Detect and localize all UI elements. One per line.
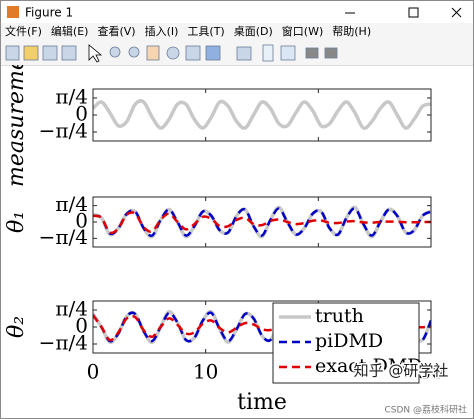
menu-item[interactable]: 工具(T): [187, 25, 225, 38]
legend-label: exact DMD: [315, 355, 423, 377]
series-line: [93, 211, 431, 235]
tool-hide[interactable]: [305, 47, 319, 59]
menu-item[interactable]: 插入(I): [144, 25, 179, 38]
tool-colorbar[interactable]: [262, 44, 274, 62]
menu-item[interactable]: 编辑(E): [50, 25, 89, 38]
tool-link[interactable]: [236, 46, 252, 61]
tool-brush[interactable]: [205, 45, 221, 61]
plot-lines: [93, 99, 431, 130]
figure-canvas: −π/40π/4measuremen−π/40π/4θ₁−π/40π/40102…: [4, 65, 467, 416]
y-tick-label: −π/4: [39, 119, 88, 143]
tool-rotate[interactable]: [166, 46, 180, 60]
plot-lines: [93, 205, 431, 239]
tool-legend[interactable]: [280, 45, 296, 61]
y-tick-label: −π/4: [39, 225, 88, 249]
x-tick-label: 0: [87, 360, 100, 384]
y-tick-label: π/4: [55, 84, 88, 108]
tool-new[interactable]: [5, 45, 20, 61]
series-line: [93, 99, 431, 130]
legend-label: piDMD: [315, 330, 383, 352]
menu-item[interactable]: 文件(F): [5, 25, 42, 38]
y-tick-label: 0: [75, 314, 88, 338]
x-tick-label: 30: [418, 360, 443, 384]
menu-item[interactable]: 帮助(H): [332, 25, 372, 38]
tool-pan[interactable]: [146, 45, 160, 61]
app-icon: [7, 6, 19, 18]
menu-bar: 文件(F) 编辑(E) 查看(V) 插入(I) 工具(T) 桌面(D) 窗口(W) 帮助(H): [1, 23, 473, 41]
menu-item[interactable]: 窗口(W): [281, 25, 324, 38]
window-title: Figure 1: [25, 6, 73, 20]
tool-save[interactable]: [42, 45, 58, 61]
maximize-button[interactable]: [408, 7, 419, 18]
y-tick-label: π/4: [55, 296, 88, 320]
y-axis-label: θ₁: [4, 211, 29, 233]
tool-print[interactable]: [61, 45, 77, 61]
axes-box: [93, 89, 431, 141]
toolbar: [1, 41, 473, 66]
tool-zoom-out[interactable]: [128, 46, 140, 58]
y-tick-label: 0: [75, 102, 88, 126]
tool-select[interactable]: [88, 44, 103, 63]
y-tick-label: −π/4: [39, 331, 88, 355]
tool-datatip[interactable]: [185, 45, 201, 61]
watermark: 知乎 @研学社: [354, 362, 449, 380]
y-tick-label: π/4: [55, 192, 88, 216]
close-button[interactable]: [451, 7, 462, 18]
y-axis-label: θ₂: [4, 316, 29, 338]
menu-item[interactable]: 查看(V): [97, 25, 136, 38]
tool-open[interactable]: [23, 45, 39, 61]
x-axis-label: time: [237, 390, 287, 415]
series-line: [93, 207, 431, 238]
y-tick-label: 0: [75, 209, 88, 233]
legend-label: truth: [315, 305, 364, 327]
x-tick-label: 10: [193, 360, 218, 384]
menu-item[interactable]: 桌面(D): [233, 25, 273, 38]
title-bar: Figure 1: [1, 1, 473, 23]
tool-zoom-in[interactable]: [109, 46, 121, 58]
tool-show[interactable]: [324, 47, 338, 59]
watermark: CSDN @荔枝科研社: [384, 404, 467, 416]
y-axis-label: measuremen: [4, 65, 29, 187]
series-line: [93, 314, 431, 342]
